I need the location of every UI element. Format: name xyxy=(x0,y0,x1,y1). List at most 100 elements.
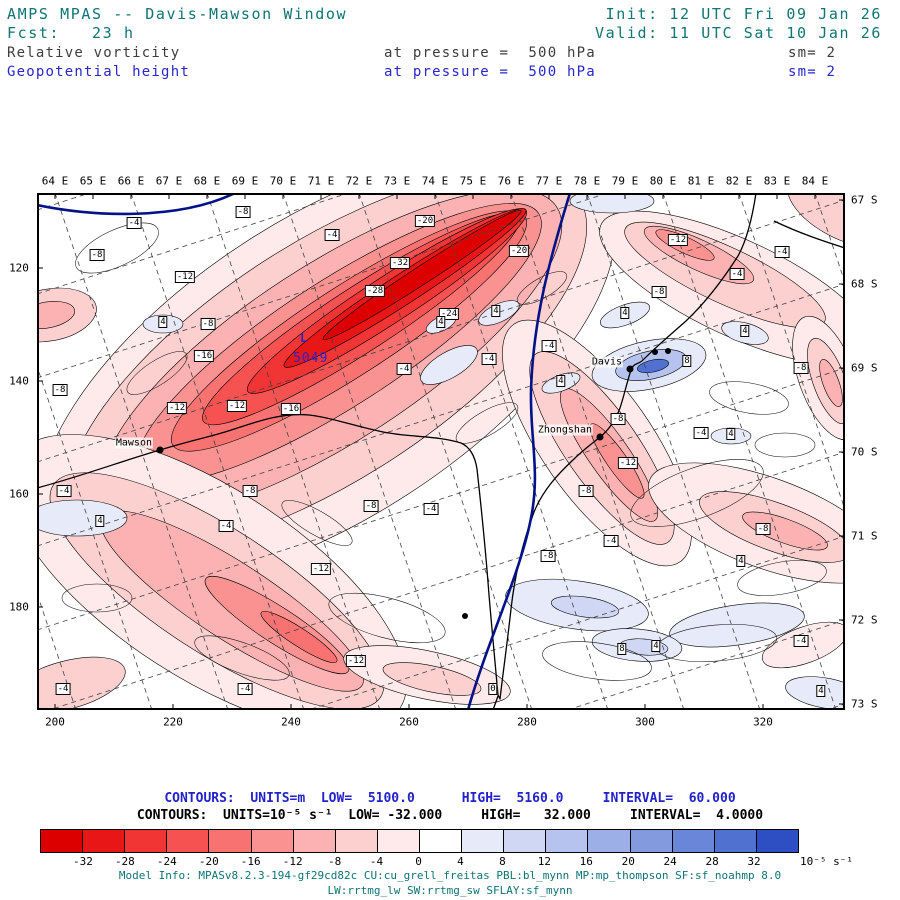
top-axis-tick-label: 79 E xyxy=(611,174,639,188)
contour-label: -8 xyxy=(363,500,379,512)
contour-label: 4 xyxy=(491,305,501,317)
graticule xyxy=(37,193,845,710)
low-center-value: 5049 xyxy=(293,351,329,366)
map-frame xyxy=(37,193,845,710)
contour-label: -4 xyxy=(237,683,253,695)
contour-label: 8 xyxy=(617,643,627,655)
top-axis-tick-label: 70 E xyxy=(269,174,297,188)
colorbar xyxy=(40,829,799,853)
colorbar-cell xyxy=(124,830,167,852)
contour-label: -8 xyxy=(200,318,216,330)
colorbar-tick-label: -28 xyxy=(114,855,135,868)
bottom-axis-tick-label: 260 xyxy=(399,715,419,729)
colorbar-tick-label: 28 xyxy=(705,855,719,868)
contour-label: 4 xyxy=(736,555,746,567)
field2-name: Geopotential height xyxy=(7,64,190,80)
colorbar-cell xyxy=(545,830,588,852)
contour-label: -12 xyxy=(345,655,367,667)
contour-label: 0 xyxy=(488,683,498,695)
contour-label: -8 xyxy=(793,362,809,374)
top-axis-tick-label: 64 E xyxy=(41,174,69,188)
colorbar-cell xyxy=(334,830,377,852)
contour-label: -8 xyxy=(540,550,556,562)
model-info-line1: Model Info: MPASv8.2.3-194-gf29cd82c CU:… xyxy=(118,869,782,882)
contour-label: -20 xyxy=(414,215,436,227)
contour-label: 4 xyxy=(651,640,661,652)
contour-label: -12 xyxy=(174,271,196,283)
contour-label: -4 xyxy=(423,503,439,515)
station-marker xyxy=(626,365,634,373)
contour-label: -4 xyxy=(56,485,72,497)
contour-label: 4 xyxy=(436,316,446,328)
map-svg xyxy=(37,193,845,710)
contour-label: -4 xyxy=(774,246,790,258)
legend-height-contours: CONTOURS: UNITS=m LOW= 5100.0 HIGH= 5160… xyxy=(164,791,736,806)
top-axis-tick-label: 77 E xyxy=(535,174,563,188)
contour-label: -4 xyxy=(324,229,340,241)
page-title: AMPS MPAS -- Davis-Mawson Window xyxy=(7,5,348,23)
right-axis-tick-label: 67 S xyxy=(851,193,878,207)
colorbar-cell xyxy=(503,830,546,852)
top-axis-tick-label: 82 E xyxy=(725,174,753,188)
colorbar-cell xyxy=(629,830,672,852)
colorbar-tick-label: 0 xyxy=(415,855,422,868)
forecast-hour: Fcst: 23 h xyxy=(7,24,135,42)
field2-smoothing: sm= 2 xyxy=(788,64,837,80)
top-axis-tick-label: 73 E xyxy=(383,174,411,188)
station-label: Davis xyxy=(590,356,623,368)
left-axis-tick-label: 160 xyxy=(9,487,29,501)
contour-label: -12 xyxy=(310,563,332,575)
colorbar-cell xyxy=(208,830,251,852)
left-axis-tick-label: 140 xyxy=(9,374,29,388)
right-axis-tick-label: 70 S xyxy=(851,445,878,459)
contour-label: -12 xyxy=(166,402,188,414)
contour-label: -4 xyxy=(793,635,809,647)
right-axis-tick-label: 68 S xyxy=(851,277,878,291)
field1-smoothing: sm= 2 xyxy=(788,45,837,61)
colorbar-tick-label: -20 xyxy=(198,855,219,868)
init-time: Init: 12 UTC Fri 09 Jan 26 xyxy=(605,5,882,23)
contour-label: -12 xyxy=(226,400,248,412)
colorbar-cell xyxy=(587,830,630,852)
colorbar-tick-label: -12 xyxy=(282,855,303,868)
contour-line-decorations xyxy=(61,222,827,681)
top-axis-tick-label: 68 E xyxy=(193,174,221,188)
contour-label: -8 xyxy=(578,485,594,497)
contour-label: 4 xyxy=(816,685,826,697)
map-annotation-layer: -8 -4 -20 -20 -32 -28 -24 -12 -8 4 -16 -12 -12 -16 -4 4… xyxy=(37,193,845,710)
contour-label: -8 xyxy=(755,523,771,535)
colorbar-unit: 10⁻⁵ s⁻¹ xyxy=(800,855,853,868)
contour-label: 4 xyxy=(158,316,168,328)
station-label: Zhongshan xyxy=(536,424,593,436)
colorbar-cell xyxy=(82,830,125,852)
colorbar-cell xyxy=(755,830,798,852)
contour-label: 4 xyxy=(620,307,630,319)
valid-time: Valid: 11 UTC Sat 10 Jan 26 xyxy=(594,24,882,42)
top-axis-tick-label: 69 E xyxy=(231,174,259,188)
colorbar-tick-label: 12 xyxy=(537,855,551,868)
contour-label: -16 xyxy=(280,403,302,415)
bottom-axis-tick-label: 240 xyxy=(281,715,301,729)
colorbar-tick-label: 20 xyxy=(621,855,635,868)
contour-label: -4 xyxy=(55,683,71,695)
top-axis-tick-label: 78 E xyxy=(573,174,601,188)
contour-label: -20 xyxy=(508,245,530,257)
contour-label: -4 xyxy=(218,520,234,532)
colorbar-cell xyxy=(671,830,714,852)
contour-label: -8 xyxy=(610,413,626,425)
contour-label: 4 xyxy=(95,515,105,527)
contour-label: -8 xyxy=(89,249,105,261)
top-axis-tick-label: 66 E xyxy=(117,174,145,188)
field2-level: at pressure = 500 hPa xyxy=(384,64,596,80)
right-axis-tick-label: 72 S xyxy=(851,613,878,627)
height-contours-navy xyxy=(37,193,572,710)
top-axis-tick-label: 83 E xyxy=(763,174,791,188)
contour-label: -4 xyxy=(729,268,745,280)
top-axis-tick-label: 67 E xyxy=(155,174,183,188)
contour-label: -8 xyxy=(235,206,251,218)
colorbar-cell xyxy=(41,830,83,852)
right-axis-tick-label: 73 S xyxy=(851,697,878,711)
map-dot xyxy=(652,349,658,355)
colorbar-tick-label: 8 xyxy=(499,855,506,868)
